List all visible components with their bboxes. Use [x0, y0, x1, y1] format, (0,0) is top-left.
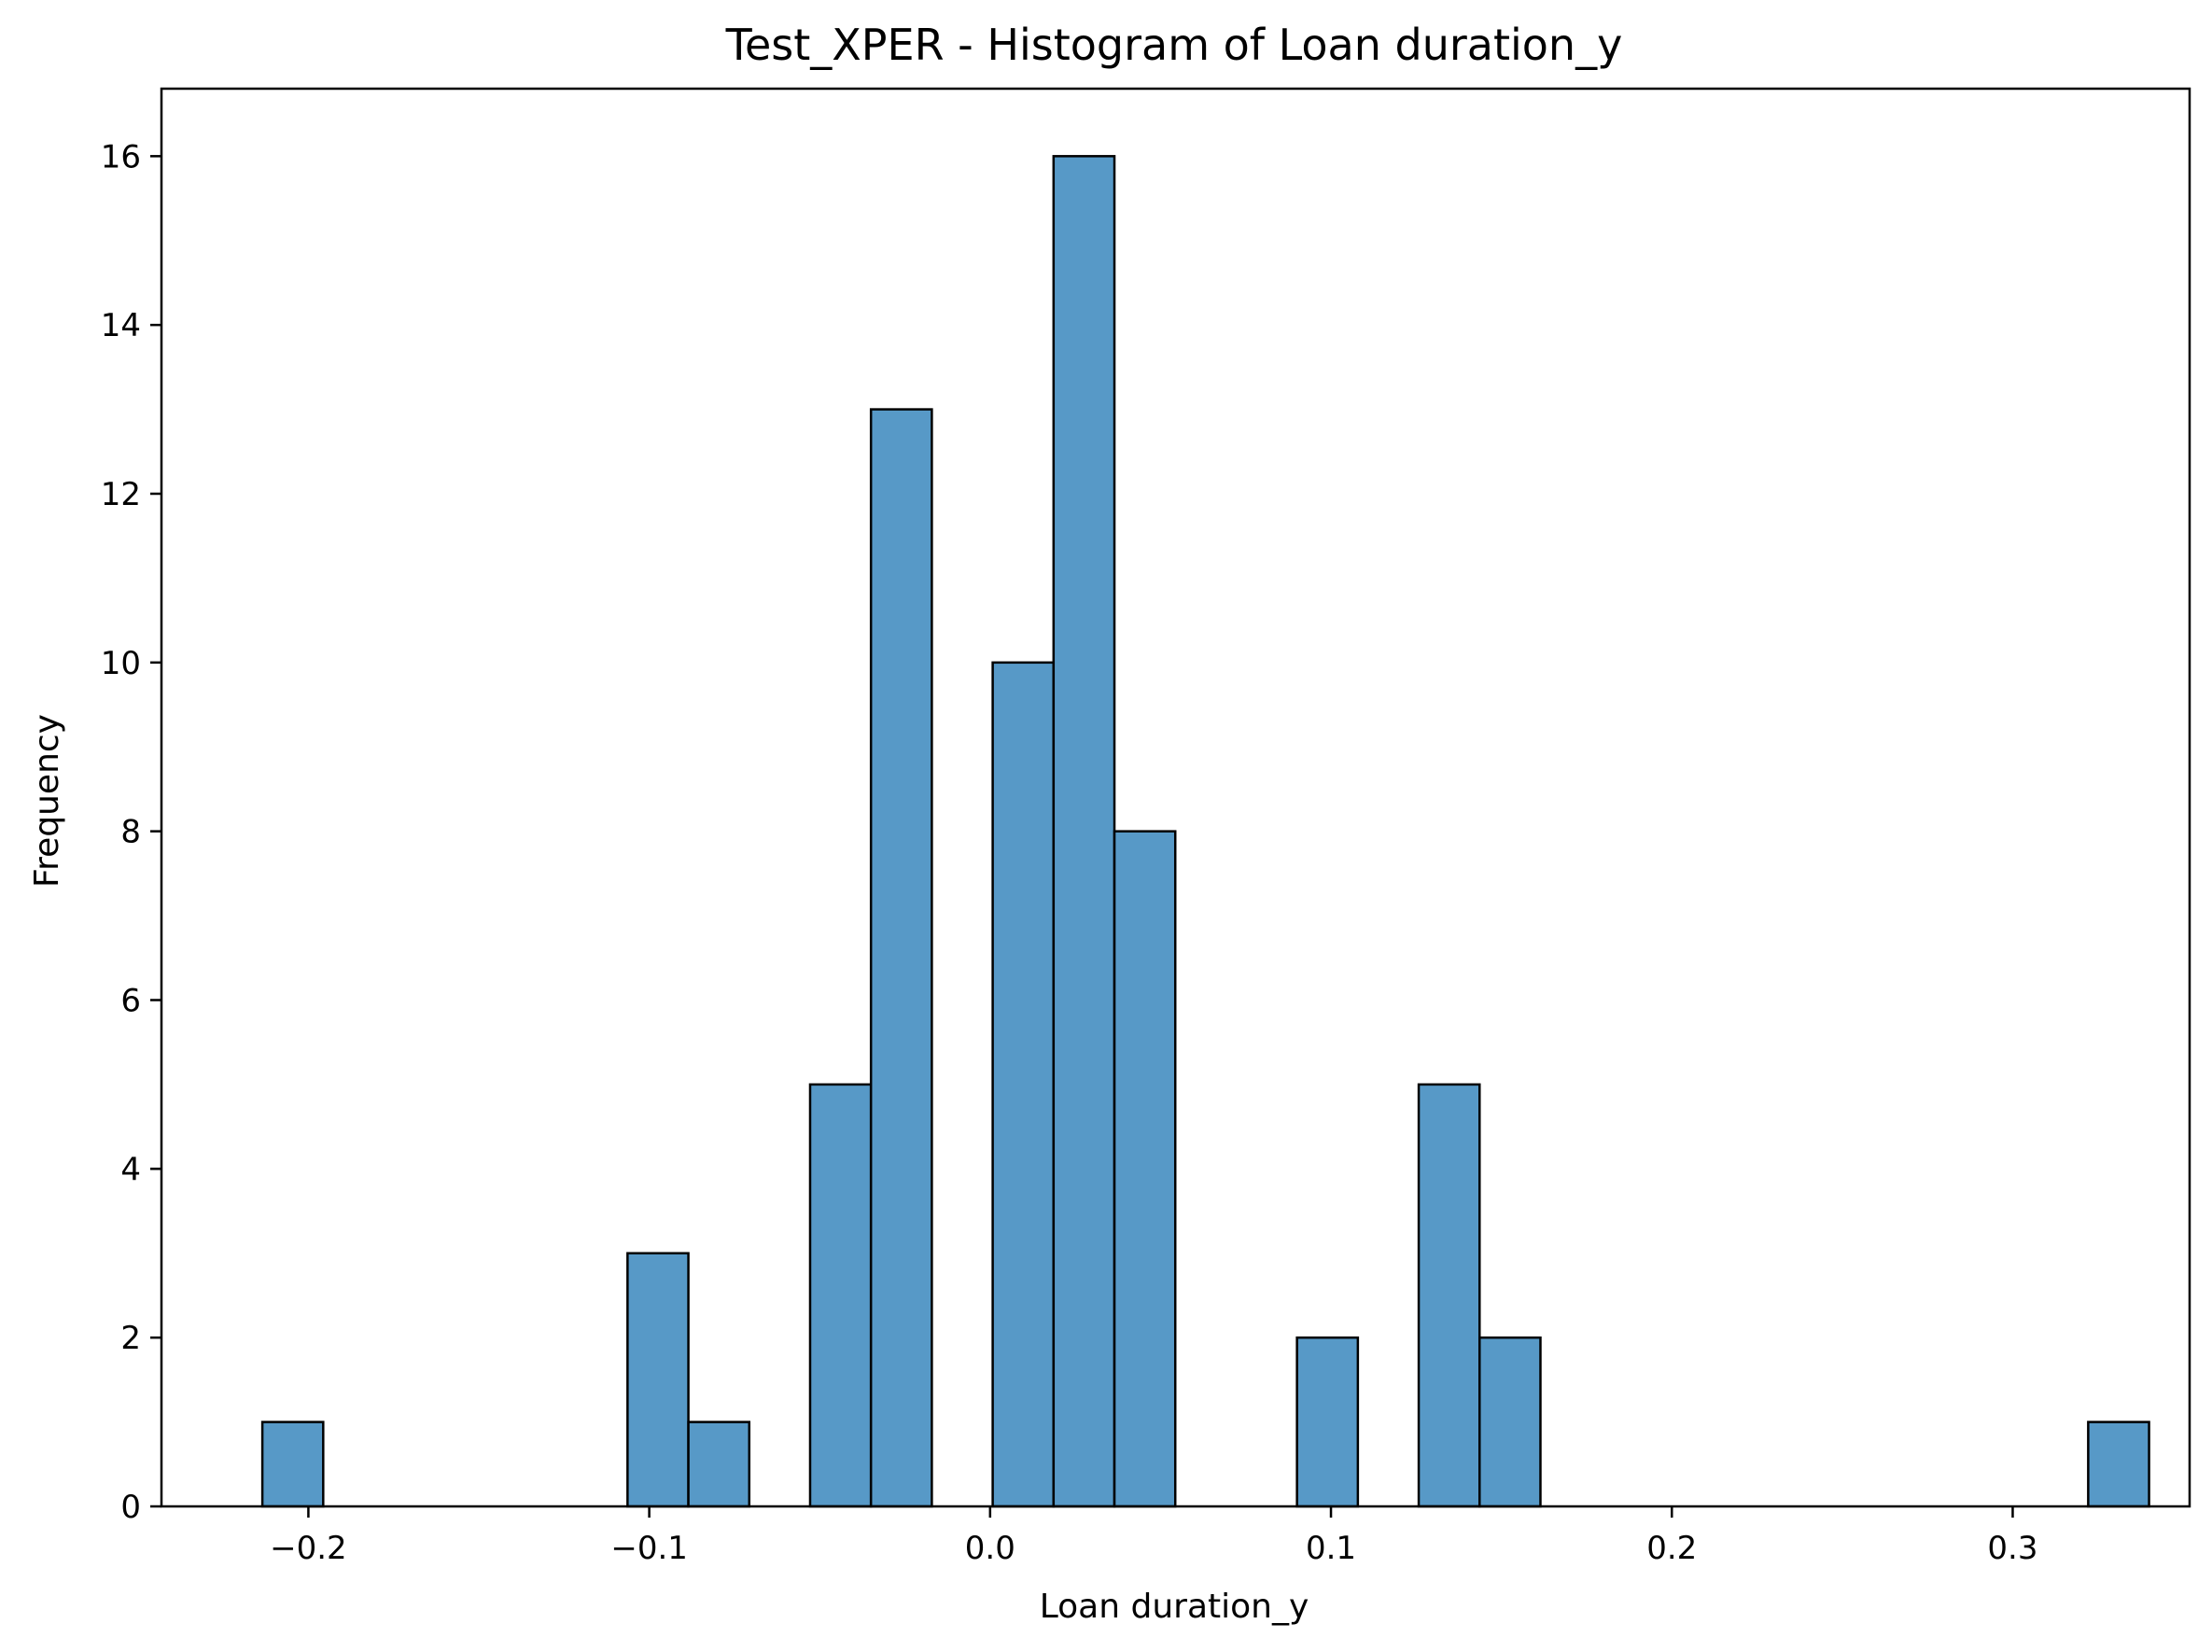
histogram-bar: [869, 408, 933, 1508]
y-tick-label: 8: [120, 814, 141, 851]
histogram-bar: [260, 1421, 325, 1508]
y-tick-label: 14: [101, 307, 141, 344]
x-tick-label: −0.2: [270, 1530, 347, 1567]
histogram-bar: [687, 1421, 751, 1508]
histogram-bar: [1113, 830, 1177, 1508]
histogram-bar: [1417, 1083, 1481, 1508]
y-axis-ticks: 0 2 4 6 8 10 12 14 16: [101, 138, 161, 1526]
y-tick-label: 4: [120, 1151, 141, 1188]
y-tick-label: 16: [101, 138, 141, 175]
x-tick-label: 0.0: [965, 1530, 1015, 1567]
histogram-bar: [1052, 155, 1116, 1508]
x-tick-label: 0.1: [1306, 1530, 1356, 1567]
x-axis-label: Loan duration_y: [1040, 1588, 1309, 1626]
x-tick-label: 0.2: [1646, 1530, 1697, 1567]
histogram-bar: [1478, 1336, 1542, 1508]
y-tick-label: 10: [101, 645, 141, 682]
x-tick-label: −0.1: [610, 1530, 688, 1567]
histogram-bar: [808, 1083, 873, 1508]
x-tick-label: 0.3: [1987, 1530, 2037, 1567]
bars-group: [260, 155, 2150, 1508]
y-tick-label: 6: [120, 983, 141, 1020]
plot-frame: [160, 87, 2191, 1508]
y-tick-label: 12: [101, 476, 141, 513]
x-axis-ticks: −0.2 −0.1 0.0 0.1 0.2 0.3: [270, 1506, 2037, 1567]
y-tick-label: 2: [120, 1320, 141, 1357]
y-axis-label: Frequency: [28, 714, 66, 888]
histogram-bar: [626, 1252, 690, 1508]
histogram-bar: [991, 661, 1056, 1508]
y-tick-label: 0: [120, 1489, 141, 1526]
chart-title: Test_XPER - Histogram of Loan duration_y: [725, 20, 1623, 70]
histogram-bar: [2087, 1421, 2150, 1508]
histogram-bar: [1295, 1336, 1360, 1508]
